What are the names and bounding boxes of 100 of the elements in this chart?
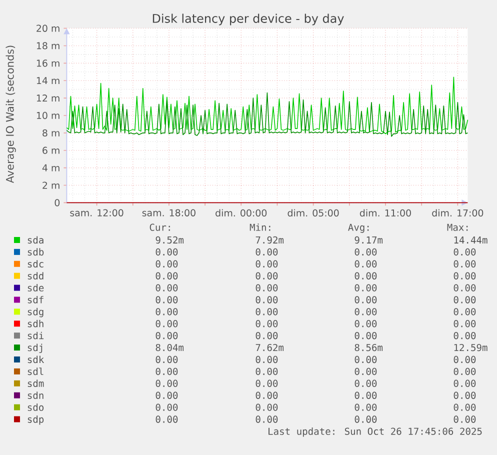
text: 0.00 (354, 356, 377, 364)
text: 0.00 (156, 380, 178, 388)
text: 0.00 (256, 392, 278, 399)
chart-title: Disk latency per device - by day (152, 14, 344, 26)
text: 0.00 (354, 416, 377, 423)
y-tick-label: 4 m (42, 164, 60, 172)
text: 0.00 (256, 332, 278, 340)
legend-label: sda (28, 236, 44, 244)
text: 0.00 (256, 416, 278, 423)
text: 0.00 (354, 248, 377, 256)
text: 0.00 (256, 248, 278, 256)
x-tick-label: dim. 05:00 (288, 209, 339, 217)
text: 0.00 (156, 368, 178, 376)
text: 0.00 (354, 380, 377, 388)
text: 0.00 (156, 404, 178, 411)
legend-label: sdo (28, 404, 44, 411)
legend-label: sdh (28, 320, 44, 328)
legend-label: sdg (28, 308, 44, 318)
text: 0.00 (354, 332, 377, 340)
text: 0.00 (156, 320, 178, 328)
text: 0.00 (454, 248, 476, 256)
y-tick-label: 14 m (36, 77, 60, 84)
y-tick-label: 12 m (36, 94, 60, 102)
y-tick-label: 8 m (42, 129, 60, 137)
text: 0.00 (256, 356, 278, 364)
legend-label: sdn (28, 392, 44, 399)
line-series (66, 92, 468, 137)
text: 8.56m (354, 344, 383, 352)
y-tick-label: 18 m (36, 42, 60, 50)
text: 0.00 (354, 320, 377, 328)
text: 8.04m (156, 344, 184, 352)
text: 0.00 (354, 392, 377, 399)
text: Last update: Sun Oct 26 17:45:06 2025 (268, 428, 482, 437)
y-tick-label: 6 m (42, 146, 60, 154)
y-tick-label: 2 m (42, 182, 60, 189)
y-tick-label: 10 m (36, 112, 60, 120)
text: 0.00 (454, 392, 476, 399)
text: 7.92m (256, 236, 284, 244)
text: 0.00 (256, 284, 278, 292)
legend-label: sdl (28, 368, 44, 376)
text: 0.00 (454, 260, 476, 268)
text: 7.62m (256, 344, 284, 352)
text: 0.00 (156, 296, 178, 304)
text: 0.00 (256, 260, 278, 268)
text: 0.00 (454, 308, 476, 316)
legend-label: sdk (28, 356, 44, 364)
text: 0.00 (256, 296, 278, 304)
x-tick-label: dim. 17:00 (432, 209, 484, 217)
text: 0.00 (354, 296, 377, 304)
text: 0.00 (156, 416, 178, 423)
text: 0.00 (156, 260, 178, 268)
text: 0.00 (156, 356, 178, 364)
text: Cur: (150, 224, 170, 231)
text: 12.59m (454, 344, 488, 352)
text: 0.00 (354, 404, 377, 411)
text: 0.00 (256, 320, 278, 328)
text: 0.00 (454, 416, 476, 423)
legend-label: sdi (28, 332, 44, 340)
y-axis-title: Average IO Wait (seconds) (6, 46, 16, 184)
text: 0.00 (256, 368, 278, 376)
text: Min: (250, 224, 270, 231)
text: 0.00 (256, 404, 278, 411)
text: 0.00 (256, 308, 278, 316)
text: 0.00 (156, 332, 178, 340)
legend-label: sdf (28, 296, 44, 304)
text: 0.00 (354, 284, 377, 292)
x-tick-label: dim. 00:00 (216, 209, 267, 217)
text: 0.00 (156, 392, 178, 399)
y-tick-label: 0 (54, 199, 60, 206)
text: 0.00 (454, 284, 476, 292)
text: 0.00 (354, 260, 377, 268)
text: 0.00 (454, 368, 476, 376)
text: 0.00 (454, 332, 476, 340)
text: 0.00 (354, 368, 377, 376)
text: Max: (447, 224, 468, 231)
text: 0.00 (454, 404, 476, 411)
legend-label: sde (28, 284, 44, 292)
text: 0.00 (156, 284, 178, 292)
legend-label: sdj (28, 344, 42, 354)
text: 0.00 (354, 308, 377, 316)
text: Avg: (348, 224, 369, 233)
text: 0.00 (156, 248, 178, 256)
text: 0.00 (256, 380, 278, 388)
legend-label: sdc (28, 260, 44, 268)
y-tick-label: 20 m (36, 24, 60, 32)
legend-label: sdb (28, 248, 44, 256)
text: 0.00 (454, 380, 476, 388)
line-series (66, 76, 468, 134)
text: 9.52m (156, 236, 184, 244)
text: 0.00 (454, 320, 476, 328)
text: 0.00 (156, 308, 178, 316)
text: 0.00 (454, 272, 476, 280)
text: 0.00 (256, 272, 278, 280)
x-tick-label: sam. 18:00 (142, 209, 196, 216)
legend-label: sdp (28, 415, 44, 425)
text: 14.44m (454, 236, 488, 244)
x-tick-label: sam. 12:00 (70, 209, 124, 216)
text: 0.00 (354, 272, 377, 280)
text: 0.00 (156, 272, 178, 280)
text: 0.00 (454, 296, 476, 304)
